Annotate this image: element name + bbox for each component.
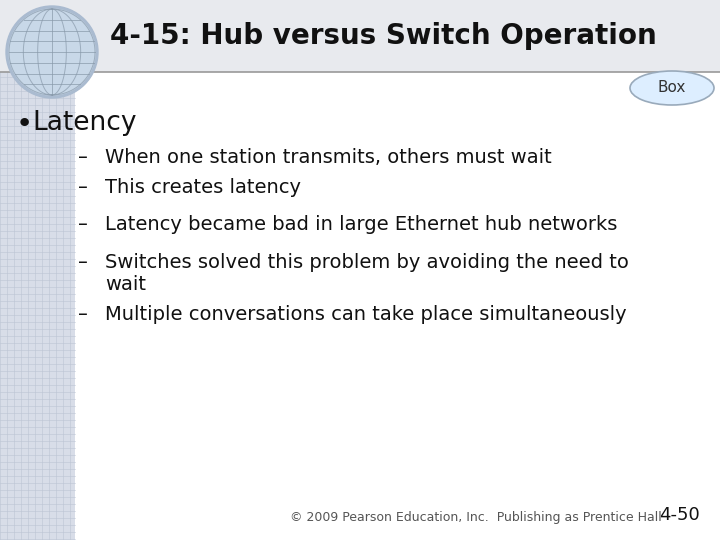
Circle shape [9,9,95,95]
Text: –: – [78,148,88,167]
Text: © 2009 Pearson Education, Inc.  Publishing as Prentice Hall: © 2009 Pearson Education, Inc. Publishin… [290,511,662,524]
Text: Latency became bad in large Ethernet hub networks: Latency became bad in large Ethernet hub… [105,215,617,234]
Ellipse shape [630,71,714,105]
Text: –: – [78,178,88,197]
Circle shape [6,6,98,98]
Text: Box: Box [658,80,686,96]
FancyBboxPatch shape [0,0,720,72]
Text: –: – [78,215,88,234]
Text: 4-50: 4-50 [660,506,700,524]
Text: When one station transmits, others must wait: When one station transmits, others must … [105,148,552,167]
FancyBboxPatch shape [0,0,75,540]
Text: –: – [78,253,88,272]
Text: This creates latency: This creates latency [105,178,301,197]
Text: •: • [16,110,33,138]
Text: Multiple conversations can take place simultaneously: Multiple conversations can take place si… [105,305,626,324]
Text: Switches solved this problem by avoiding the need to
wait: Switches solved this problem by avoiding… [105,253,629,294]
Text: 4-15: Hub versus Switch Operation: 4-15: Hub versus Switch Operation [110,22,657,50]
Text: Latency: Latency [32,110,137,136]
Text: –: – [78,305,88,324]
